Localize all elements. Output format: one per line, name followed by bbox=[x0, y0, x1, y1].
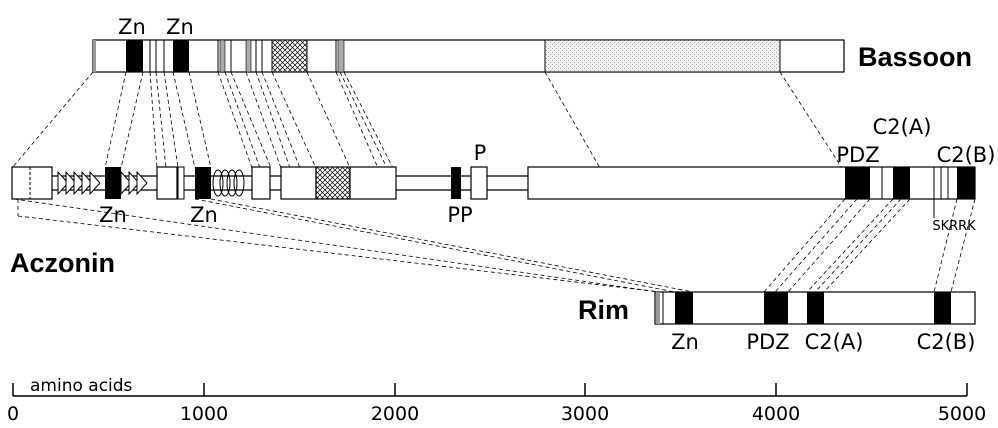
rim-pdz-label: PDZ bbox=[746, 330, 789, 354]
aczonin-nterm-box bbox=[11, 166, 53, 200]
rim-protein: Zn PDZ C2(A) C2(B) Rim bbox=[578, 291, 976, 354]
rim-c2b-domain bbox=[934, 292, 951, 324]
bassoon-zn-label-2: Zn bbox=[166, 15, 194, 39]
bassoon-grey-block bbox=[245, 39, 252, 73]
scale-tick-label: 5000 bbox=[938, 403, 986, 425]
scale-tick-label: 4000 bbox=[752, 403, 800, 425]
aczonin-block bbox=[349, 166, 397, 200]
bassoon-protein: Zn Zn Bassoon bbox=[92, 15, 972, 73]
aczonin-block bbox=[156, 166, 178, 200]
aczonin-pp-label: PP bbox=[447, 203, 472, 227]
rim-c2b-label: C2(B) bbox=[917, 330, 976, 354]
bassoon-zn-domain-1 bbox=[126, 40, 143, 72]
aczonin-title: Aczonin bbox=[10, 248, 115, 278]
aczonin-pp-domain bbox=[451, 167, 461, 199]
aczonin-zn-domain-1 bbox=[105, 167, 121, 199]
rim-title: Rim bbox=[578, 295, 629, 325]
scale-tick-label: 0 bbox=[7, 403, 19, 425]
aczonin-protein: Zn Zn P PP PDZ C2(A) C2(B) SKRRK Aczonin bbox=[10, 115, 995, 278]
aczonin-zn-label-1: Zn bbox=[99, 203, 127, 227]
aczonin-pdz-domain bbox=[845, 167, 870, 199]
bassoon-stippled-region bbox=[544, 39, 781, 73]
aczonin-p-label: P bbox=[474, 141, 487, 165]
aczonin-c2a-label: C2(A) bbox=[873, 115, 932, 139]
amino-acid-scale: amino acids 0 1000 2000 3000 4000 5000 bbox=[7, 376, 986, 425]
aczonin-block bbox=[251, 166, 271, 200]
aczonin-block bbox=[280, 166, 317, 200]
bassoon-zn-label-1: Zn bbox=[118, 15, 146, 39]
rim-zn-domain bbox=[675, 292, 693, 324]
scale-tick-label: 3000 bbox=[561, 403, 609, 425]
scale-ticks bbox=[12, 383, 968, 396]
rim-c2a-domain bbox=[807, 292, 824, 324]
aczonin-ovals bbox=[212, 169, 245, 197]
bassoon-aczonin-connectors bbox=[11, 71, 843, 169]
scale-label: amino acids bbox=[30, 376, 133, 396]
bassoon-grey-block bbox=[337, 39, 345, 73]
aczonin-rim-connectors bbox=[13, 198, 976, 293]
scale-tick-label: 1000 bbox=[180, 403, 228, 425]
rim-pdz-domain bbox=[764, 292, 788, 324]
bassoon-nterm-stripe bbox=[93, 40, 96, 72]
aczonin-block bbox=[177, 166, 185, 200]
aczonin-c2a-domain bbox=[893, 167, 910, 199]
rim-nterm-stripe bbox=[656, 292, 660, 324]
aczonin-p-domain bbox=[470, 166, 488, 200]
scale-tick-label: 2000 bbox=[371, 403, 419, 425]
aczonin-c2b-label: C2(B) bbox=[937, 143, 996, 167]
bassoon-hatched-domain bbox=[271, 39, 308, 73]
aczonin-c2b-domain bbox=[957, 167, 975, 199]
aczonin-zn-domain-2 bbox=[195, 167, 211, 199]
bassoon-title: Bassoon bbox=[858, 42, 972, 72]
aczonin-skrrk-label: SKRRK bbox=[932, 219, 976, 234]
rim-zn-label: Zn bbox=[671, 330, 699, 354]
rim-c2a-label: C2(A) bbox=[805, 330, 864, 354]
aczonin-hatched-domain bbox=[315, 166, 351, 200]
aczonin-pdz-label: PDZ bbox=[836, 143, 879, 167]
aczonin-zn-label-2: Zn bbox=[190, 203, 218, 227]
bassoon-grey-block bbox=[219, 39, 226, 73]
aczonin-repeat-arrows bbox=[57, 170, 148, 196]
bassoon-zn-domain-2 bbox=[173, 40, 189, 72]
